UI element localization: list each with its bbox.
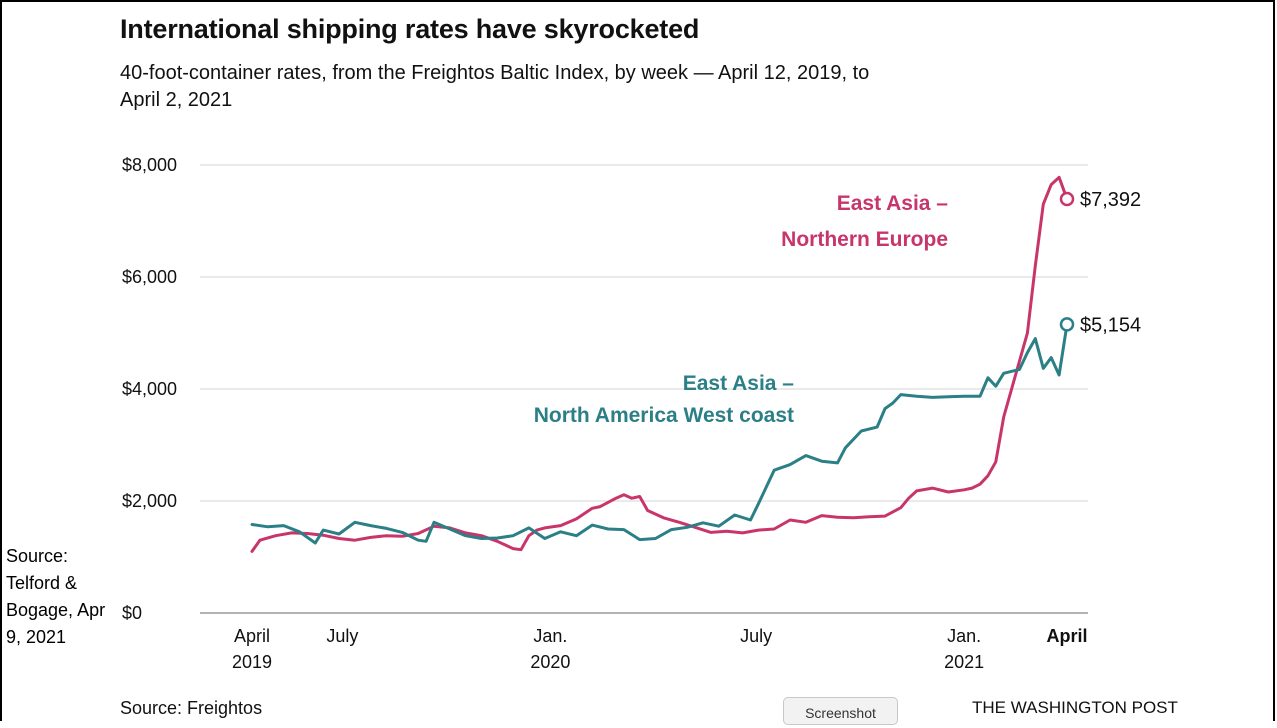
y-tick-label: $2,000 (122, 491, 177, 511)
y-tick-label: $0 (122, 603, 142, 623)
series-group: $5,154 East Asia – North America West coas… (250, 314, 1141, 545)
x-tick-year-label: 2021 (944, 652, 984, 672)
x-tick-label: July (326, 626, 358, 646)
screenshot-button[interactable]: Screenshot (783, 697, 898, 725)
series-end-marker (1059, 191, 1075, 207)
chart-credit: THE WASHINGTON POST (972, 698, 1178, 717)
x-tick-label: Jan. (533, 626, 567, 646)
chart-title: International shipping rates have skyroc… (120, 14, 700, 44)
series-name-label: North America West coast (534, 404, 794, 427)
chart-source: Source: Freightos (120, 698, 263, 718)
x-tick-label: April (1046, 626, 1087, 646)
x-tick-year-label: 2020 (530, 652, 570, 672)
x-tick-label: April (234, 626, 270, 646)
y-tick-label: $6,000 (122, 267, 177, 287)
series-end-value-label: $7,392 (1080, 189, 1141, 211)
x-tick-year-label: 2019 (232, 652, 272, 672)
y-tick-label: $8,000 (122, 155, 177, 175)
series-name-label: Northern Europe (781, 228, 948, 251)
y-tick-label: $4,000 (122, 379, 177, 399)
series-name-label: East Asia – (683, 372, 795, 395)
series-name-label: East Asia – (837, 192, 949, 215)
series-end-marker (1059, 317, 1075, 332)
series-group: $7,392 East Asia – Northern Europe (250, 175, 1141, 553)
x-tick-label: July (740, 626, 772, 646)
series-line (250, 322, 1069, 545)
series-line (250, 175, 1069, 553)
series-end-value-label: $5,154 (1080, 314, 1141, 336)
slide-source-note: Source: Telford & Bogage, Apr 9, 2021 (6, 546, 106, 647)
x-tick-label: Jan. (947, 626, 981, 646)
chart-subtitle: 40-foot-container rates, from the Freigh… (120, 62, 870, 111)
